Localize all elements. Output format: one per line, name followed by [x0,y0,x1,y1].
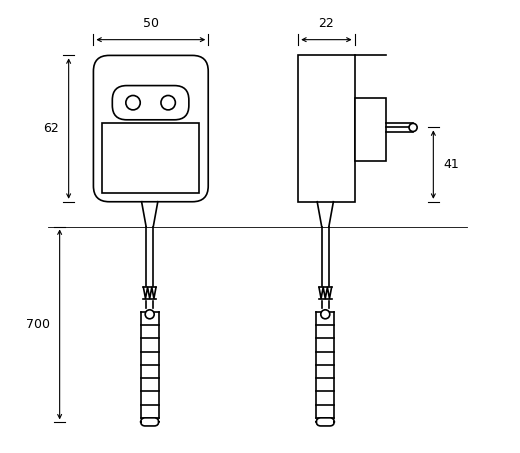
Circle shape [161,96,175,110]
Circle shape [126,96,140,110]
Text: 22: 22 [319,17,334,30]
Text: 62: 62 [43,122,59,135]
Text: 50: 50 [143,17,159,30]
FancyBboxPatch shape [316,418,334,426]
Bar [298,55,355,202]
Text: 41: 41 [443,158,459,171]
FancyBboxPatch shape [94,55,208,202]
Circle shape [409,123,417,131]
FancyBboxPatch shape [141,418,159,426]
Text: 700: 700 [26,318,50,331]
Bar [101,123,199,193]
Polygon shape [319,287,332,299]
Bar [355,98,386,161]
Polygon shape [144,287,156,299]
Circle shape [321,310,330,319]
Circle shape [145,310,154,319]
FancyBboxPatch shape [112,86,189,120]
